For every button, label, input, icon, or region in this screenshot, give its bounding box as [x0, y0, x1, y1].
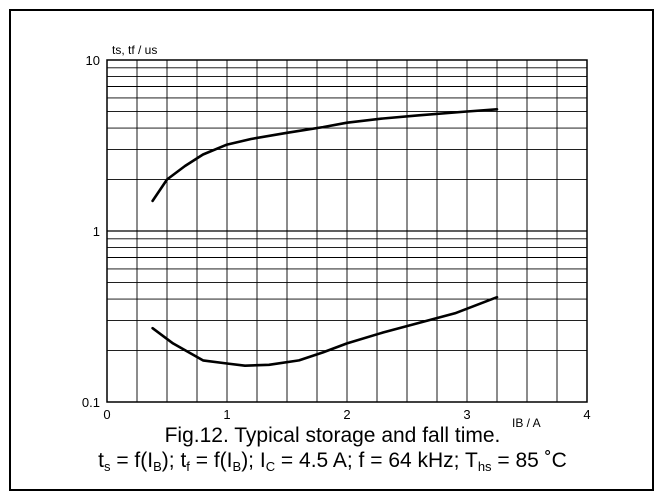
figure-caption-title: Fig.12. Typical storage and fall time. — [164, 424, 501, 447]
x-tick-label: 3 — [463, 407, 470, 422]
y-tick-label: 10 — [86, 53, 100, 68]
caption-text: = 4.5 A; f = 64 kHz; T — [275, 449, 478, 472]
x-axis-label: IB / A — [512, 416, 541, 430]
x-tick-label: 4 — [583, 407, 590, 422]
caption-text: ); I — [241, 449, 266, 472]
caption-sub-b: B — [153, 459, 162, 474]
x-tick-label: 2 — [343, 407, 350, 422]
plot-area-border — [106, 59, 588, 403]
series-line-1 — [151, 108, 499, 203]
caption-t: t — [98, 449, 104, 472]
caption-sub-b: B — [232, 459, 242, 474]
caption-sub-f: f — [186, 459, 190, 474]
figure-caption-conditions: ts = f(IB); tf = f(IB); IC = 4.5 A; f = … — [0, 449, 665, 474]
caption-text: = f(I — [110, 449, 154, 472]
caption-text: = f(I — [189, 449, 233, 472]
series-line-2 — [151, 295, 499, 368]
chart-grid — [107, 60, 587, 402]
y-tick-label: 0.1 — [82, 395, 100, 410]
caption-text: = 85 ˚C — [491, 449, 567, 472]
tick-labels: 0 1 2 3 4 0.1 1 10 — [82, 53, 591, 422]
figure-frame — [9, 9, 654, 491]
x-tick-label: 1 — [223, 407, 230, 422]
x-tick-label: 0 — [103, 407, 110, 422]
caption-sub-s: s — [104, 459, 111, 474]
chart-series — [151, 108, 499, 368]
caption-text: ); t — [161, 449, 187, 472]
caption-sub-hs: hs — [477, 459, 492, 474]
y-axis-label: ts, tf / us — [112, 43, 157, 57]
caption-sub-c: C — [265, 459, 276, 474]
y-tick-label: 1 — [93, 224, 100, 239]
